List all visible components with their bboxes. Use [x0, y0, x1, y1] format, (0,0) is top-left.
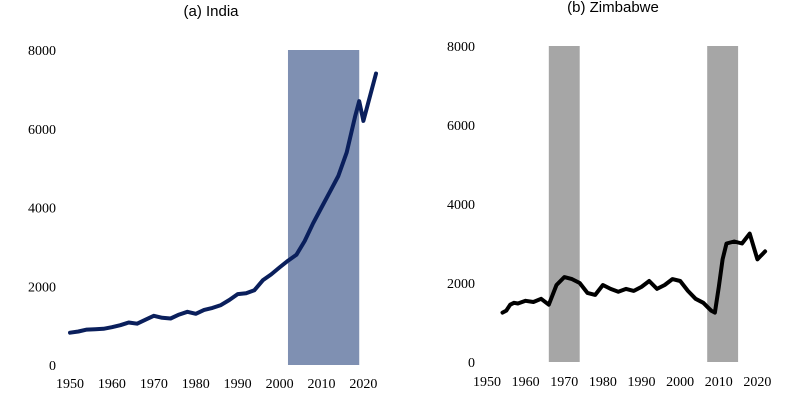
india-y-tick-label: 2000 — [28, 280, 56, 295]
zimbabwe-x-tick-label: 1980 — [589, 375, 617, 390]
zimbabwe-y-tick-label: 2000 — [447, 277, 475, 292]
india-y-tick-label: 8000 — [28, 44, 56, 59]
zimbabwe-shaded-period-1 — [707, 46, 739, 362]
india-x-tick-label: 2000 — [266, 377, 294, 392]
india-panel: (a) India 0 2000 4000 6000 8000 1950 1960 1970 1… — [28, 3, 378, 392]
zimbabwe-chart-title: (b) Zimbabwe — [567, 0, 659, 16]
india-y-tick-label: 6000 — [28, 123, 56, 138]
india-x-tick-label: 1990 — [224, 377, 252, 392]
zimbabwe-x-tick-label: 1970 — [550, 375, 578, 390]
zimbabwe-y-tick-label: 4000 — [447, 198, 475, 213]
zimbabwe-y-tick-label: 8000 — [447, 40, 475, 55]
zimbabwe-shaded-period-0 — [548, 46, 580, 362]
india-chart-title: (a) India — [183, 3, 239, 20]
zimbabwe-x-tick-label: 1950 — [473, 375, 501, 390]
zimbabwe-y-tick-label: 6000 — [447, 119, 475, 134]
india-series-line — [68, 71, 378, 335]
zimbabwe-x-tick-label: 1990 — [628, 375, 656, 390]
india-x-tick-label: 1960 — [98, 377, 126, 392]
zimbabwe-y-tick-label: 0 — [468, 356, 475, 371]
india-x-tick-label: 2020 — [349, 377, 377, 392]
india-y-tick-label: 4000 — [28, 202, 56, 217]
india-x-tick-label: 2010 — [308, 377, 336, 392]
zimbabwe-x-tick-label: 1960 — [512, 375, 540, 390]
india-x-tick-label: 1970 — [140, 377, 168, 392]
zimbabwe-x-tick-label: 2020 — [743, 375, 771, 390]
india-y-tick-label: 0 — [49, 359, 56, 374]
india-x-tick-label: 1950 — [56, 377, 84, 392]
india-x-tick-label: 1980 — [182, 377, 210, 392]
zimbabwe-panel: (b) Zimbabwe 0 2000 4000 6000 8000 1950 1960 19… — [447, 0, 771, 390]
zimbabwe-x-tick-label: 2000 — [666, 375, 694, 390]
zimbabwe-series-line — [500, 231, 768, 315]
zimbabwe-x-tick-label: 2010 — [705, 375, 733, 390]
